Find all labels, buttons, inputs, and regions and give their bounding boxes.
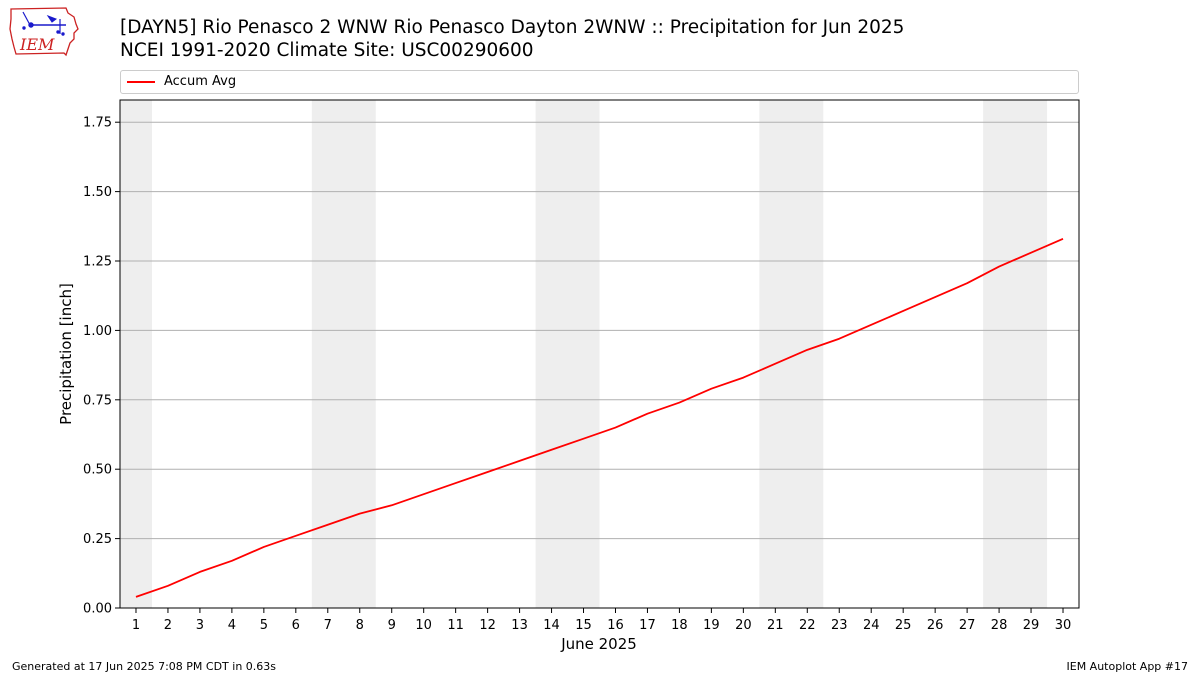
x-tick-label: 10 <box>415 618 432 633</box>
y-tick-label: 1.75 <box>83 116 112 131</box>
x-tick-label: 19 <box>703 618 720 633</box>
y-tick-label: 0.50 <box>83 463 112 478</box>
footer-generated: Generated at 17 Jun 2025 7:08 PM CDT in … <box>12 660 277 673</box>
x-tick-label: 15 <box>575 618 592 633</box>
x-tick-label: 14 <box>543 618 560 633</box>
y-tick-label: 0.75 <box>83 393 112 408</box>
y-tick-label: 0.00 <box>83 602 112 617</box>
x-tick-label: 17 <box>639 618 656 633</box>
x-tick-label: 7 <box>324 618 332 633</box>
plot-frame <box>119 99 1080 609</box>
x-axis-label: June 2025 <box>560 635 637 653</box>
x-tick-label: 28 <box>991 618 1008 633</box>
weekend-shade-5 <box>983 100 1048 608</box>
legend-label-accum-avg: Accum Avg <box>164 74 237 89</box>
x-tick-label: 1 <box>132 618 140 633</box>
series-line-accum-avg <box>135 237 1064 598</box>
chart-title: [DAYN5] Rio Penasco 2 WNW Rio Penasco Da… <box>120 17 905 38</box>
footer-app: IEM Autoplot App #17 <box>1066 660 1189 673</box>
x-tick-label: 16 <box>607 618 624 633</box>
x-tick-label: 21 <box>767 618 784 633</box>
y-tick-label: 0.25 <box>83 532 112 547</box>
chart-subtitle: NCEI 1991-2020 Climate Site: USC00290600 <box>120 40 534 61</box>
x-tick-label: 24 <box>863 618 880 633</box>
grid-lines <box>120 121 1079 540</box>
series-layer <box>135 237 1064 598</box>
y-axis: 0.00 0.25 0.50 0.75 1.00 1.25 1.50 1.75 <box>83 116 120 617</box>
y-axis-label: Precipitation [inch] <box>57 283 75 425</box>
weather-station-icon <box>22 11 66 36</box>
weekend-shade-3 <box>535 100 600 608</box>
weekend-shade-2 <box>311 100 376 608</box>
x-tick-label: 25 <box>895 618 912 633</box>
x-tick-label: 30 <box>1055 618 1072 633</box>
y-tick-label: 1.25 <box>83 255 112 270</box>
x-tick-label: 4 <box>228 618 236 633</box>
x-axis: 1 2 3 4 5 6 7 8 9 10 11 12 13 14 15 16 17 18 19 20 21 22 23 24 2… <box>132 608 1071 633</box>
x-tick-label: 9 <box>388 618 396 633</box>
weekend-shade-4 <box>759 100 824 608</box>
x-tick-label: 20 <box>735 618 752 633</box>
weekend-shade-1 <box>120 100 152 608</box>
x-tick-label: 2 <box>164 618 172 633</box>
x-tick-label: 11 <box>447 618 464 633</box>
x-tick-label: 12 <box>479 618 496 633</box>
legend-swatch-accum-avg <box>127 81 155 83</box>
x-tick-label: 22 <box>799 618 816 633</box>
iem-logo: IEM <box>9 7 79 57</box>
x-tick-label: 8 <box>356 618 364 633</box>
y-tick-label: 1.00 <box>83 324 112 339</box>
x-tick-label: 27 <box>959 618 976 633</box>
y-tick-label: 1.50 <box>83 185 112 200</box>
x-tick-label: 29 <box>1023 618 1040 633</box>
x-tick-label: 26 <box>927 618 944 633</box>
x-tick-label: 18 <box>671 618 688 633</box>
x-tick-label: 5 <box>260 618 268 633</box>
x-tick-label: 3 <box>196 618 204 633</box>
x-tick-label: 13 <box>511 618 528 633</box>
legend: Accum Avg <box>120 70 1079 94</box>
x-tick-label: 6 <box>292 618 300 633</box>
weekend-shading <box>120 100 1048 608</box>
logo-text: IEM <box>19 35 55 54</box>
x-tick-label: 23 <box>831 618 848 633</box>
